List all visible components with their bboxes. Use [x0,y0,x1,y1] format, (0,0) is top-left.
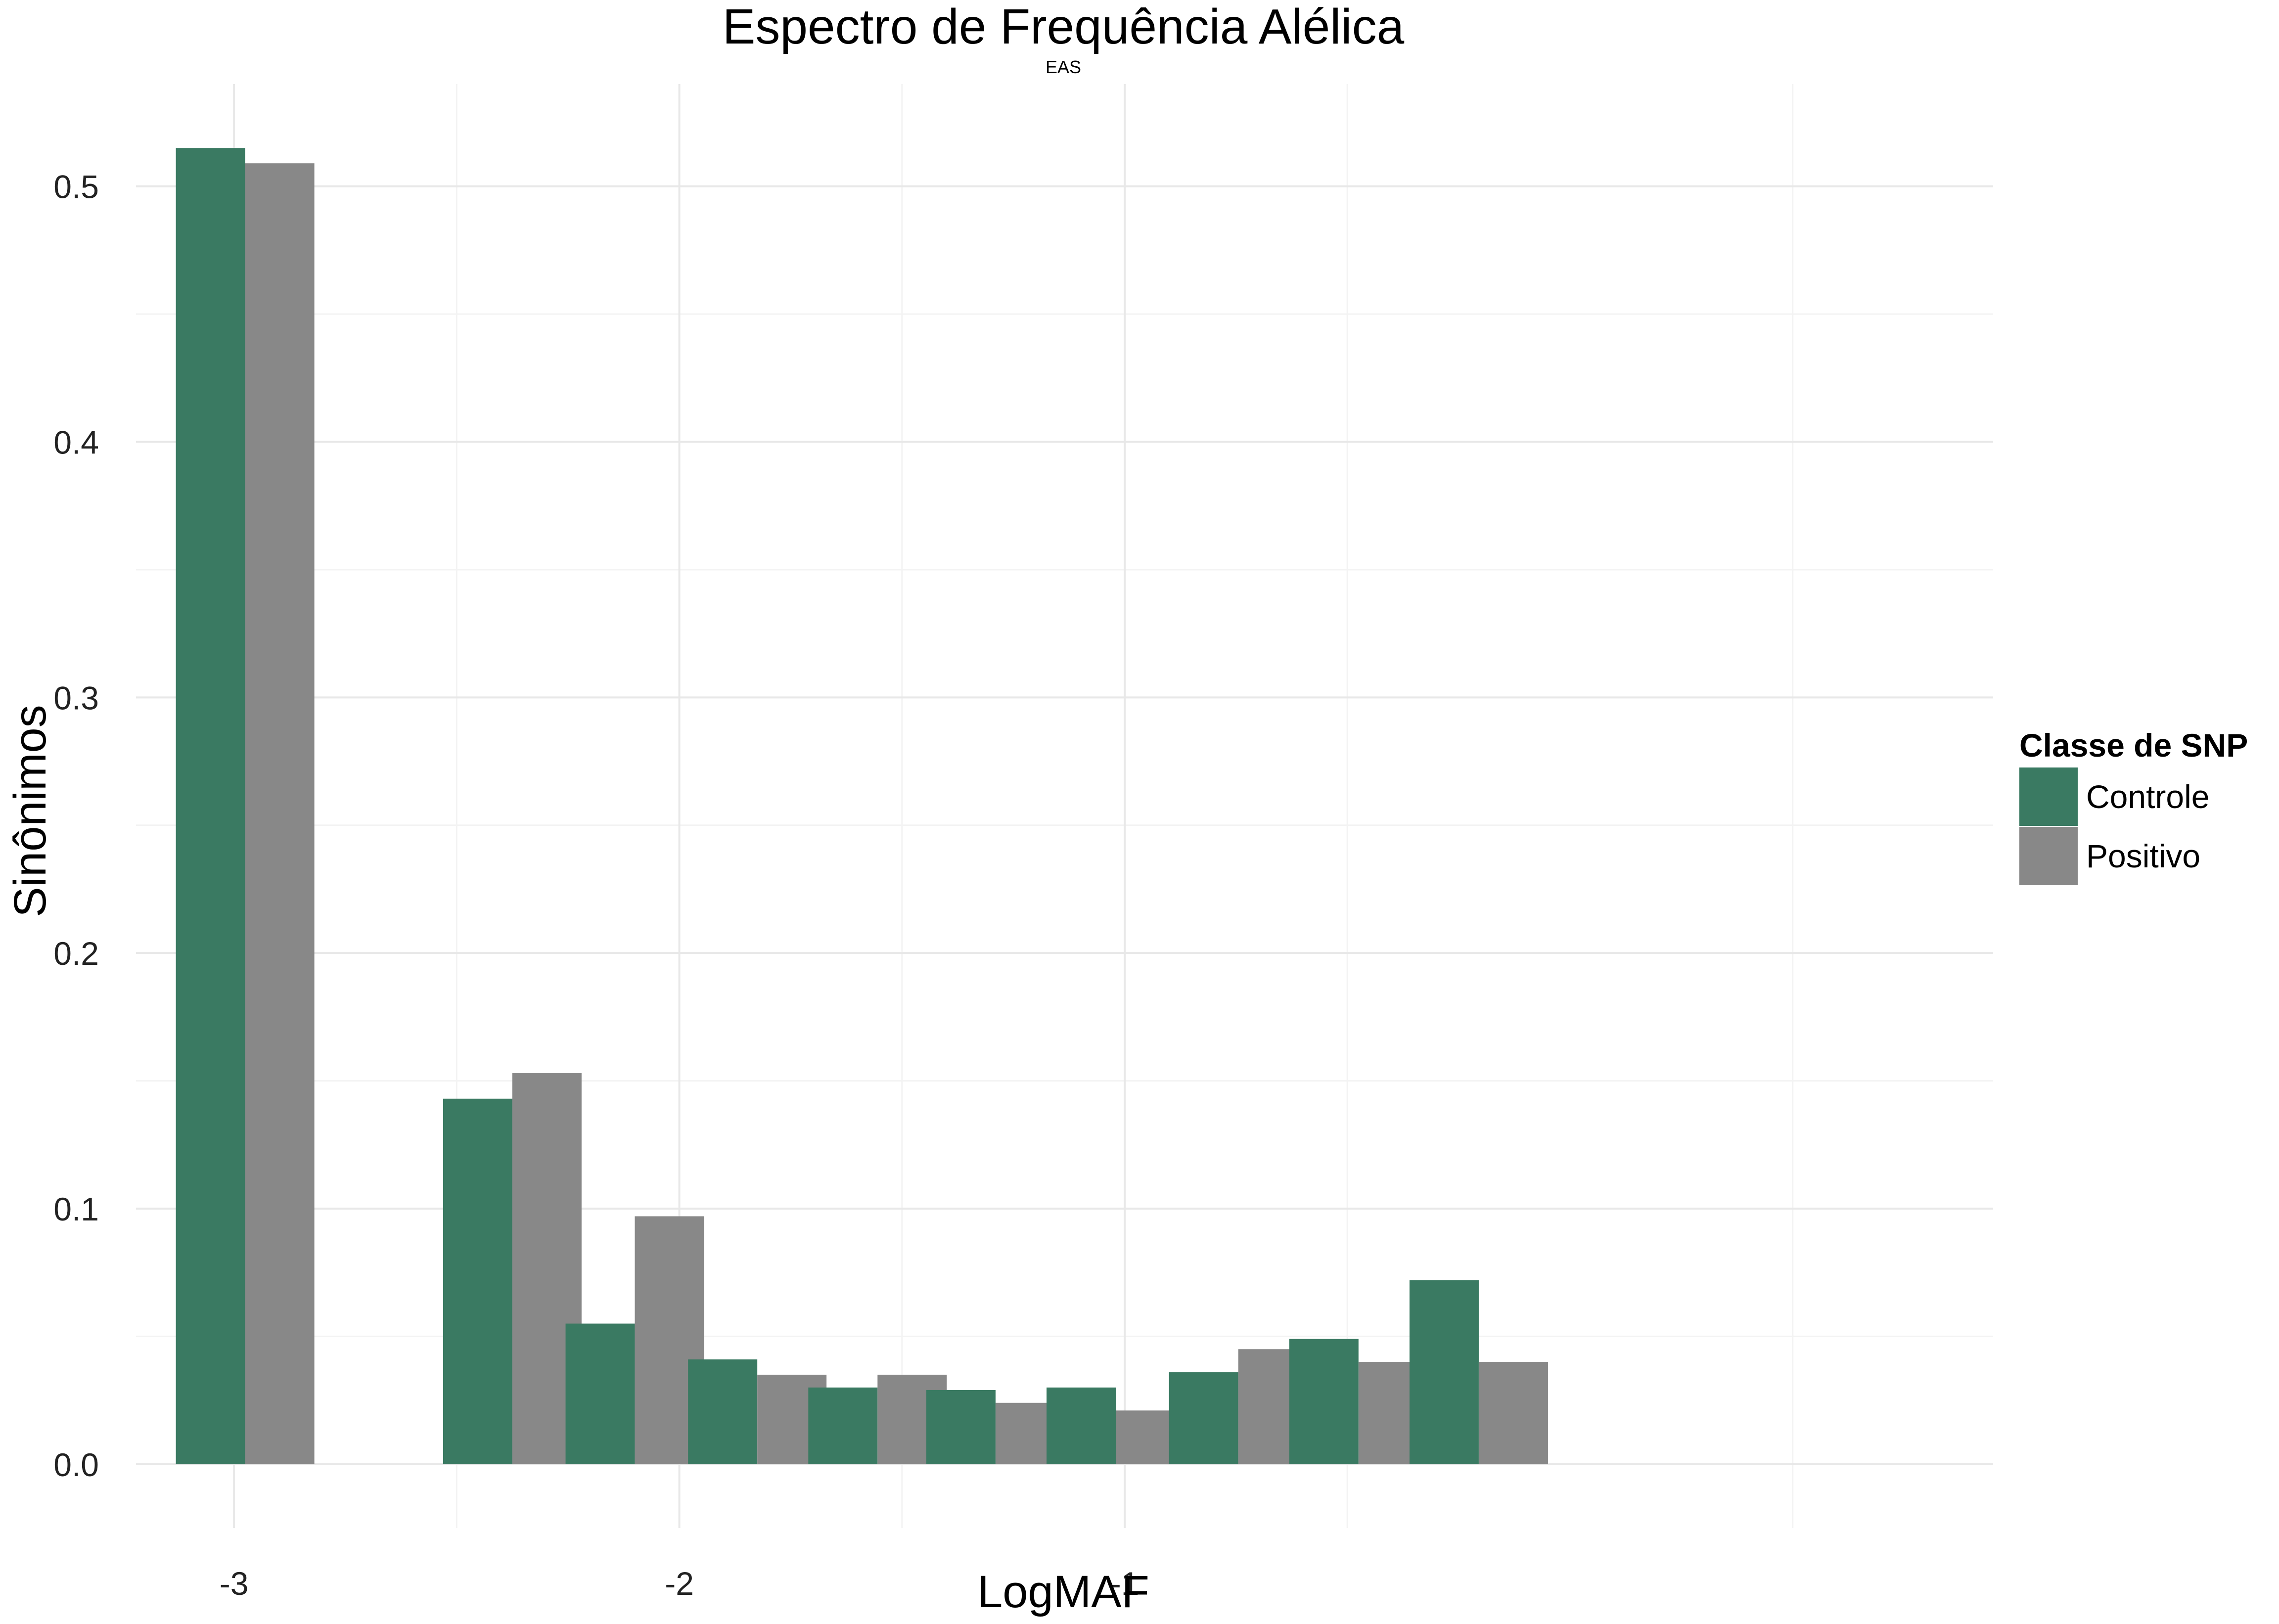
y-tick-label: 0.0 [53,1446,99,1483]
y-tick-label: 0.2 [53,935,99,972]
x-tick-label: -2 [665,1565,694,1602]
bar-positivo [245,163,315,1464]
bar-controle [565,1323,635,1464]
grid-layer [136,84,1993,1528]
y-tick-label: 0.1 [53,1191,99,1227]
legend-title: Classe de SNP [2019,727,2248,764]
bar-controle [926,1390,996,1464]
legend-items: Controle Positivo [2019,767,2209,885]
x-tick-label: -3 [220,1565,249,1602]
y-tick-label: 0.5 [53,169,99,205]
bar-controle [1047,1387,1116,1464]
legend-swatch-positivo [2019,827,2078,885]
bar-controle [176,148,245,1464]
bar-controle [1409,1280,1479,1464]
bar-controle [443,1098,512,1464]
bar-controle [1169,1372,1238,1464]
chart-subtitle: EAS [1046,57,1081,77]
bars-layer [176,148,1548,1464]
legend: Classe de SNP Controle Positivo [2019,727,2248,885]
y-tick-label: 0.4 [53,424,99,461]
axis-layer: 0.0 0.1 0.2 0.3 0.4 0.5 -3 -2 -1 [53,169,1139,1602]
y-axis-label: Sinônimos [5,705,55,917]
chart-title: Espectro de Frequência Alélica [723,0,1405,54]
bar-controle [808,1387,878,1464]
y-tick-label: 0.3 [53,679,99,716]
legend-swatch-controle [2019,767,2078,826]
x-tick-label: -1 [1110,1565,1140,1602]
bar-controle [1289,1339,1359,1464]
bar-controle [688,1359,758,1464]
legend-label-positivo: Positivo [2086,838,2200,874]
bar-positivo [1478,1362,1548,1464]
legend-label-controle: Controle [2086,778,2209,815]
x-axis-label: LogMAF [977,1567,1149,1617]
